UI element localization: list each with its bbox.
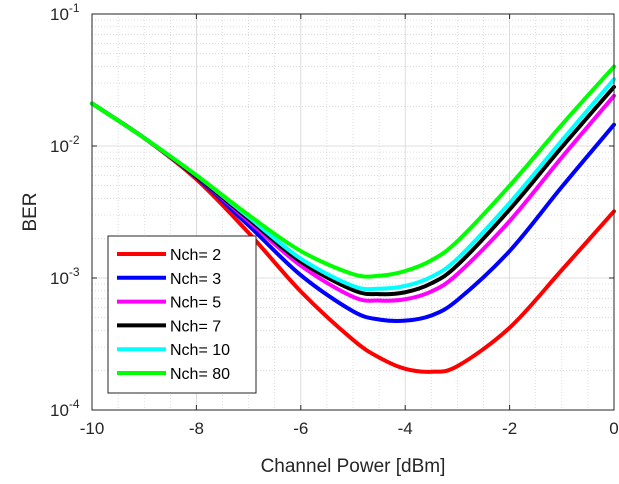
y-tick-label: 10-1 bbox=[50, 1, 80, 24]
legend-label: Nch= 2 bbox=[170, 247, 221, 264]
legend: Nch= 2 Nch= 3 Nch= 5 Nch= 7 Nch= 10 Nch= 80 bbox=[108, 236, 256, 393]
y-axis-label: BER bbox=[20, 192, 41, 231]
y-tick-label: 10-3 bbox=[50, 265, 80, 288]
x-tick-label: -10 bbox=[80, 419, 105, 438]
x-tick-label: -8 bbox=[189, 419, 204, 438]
y-tick-label: 10-4 bbox=[50, 397, 80, 420]
x-tick-label: -2 bbox=[502, 419, 517, 438]
legend-label: Nch= 10 bbox=[170, 342, 230, 359]
x-tick-label: -6 bbox=[293, 419, 308, 438]
legend-label: Nch= 80 bbox=[170, 366, 230, 383]
legend-label: Nch= 3 bbox=[170, 271, 221, 288]
x-tick-labels: -10 -8 -6 -4 -2 0 bbox=[80, 419, 619, 438]
y-tick-label: 10-2 bbox=[50, 133, 80, 156]
legend-label: Nch= 7 bbox=[170, 318, 221, 335]
x-tick-label: 0 bbox=[609, 419, 618, 438]
x-tick-label: -4 bbox=[398, 419, 413, 438]
legend-label: Nch= 5 bbox=[170, 295, 221, 312]
y-tick-labels: 10-4 10-3 10-2 10-1 bbox=[50, 1, 80, 420]
x-axis-label: Channel Power [dBm] bbox=[261, 456, 446, 477]
